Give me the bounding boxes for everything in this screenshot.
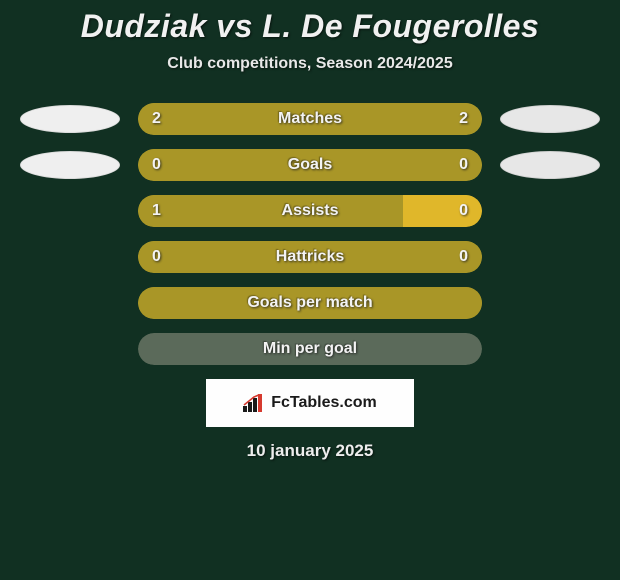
stat-label: Min per goal [263,340,357,358]
stat-bar: Goals 0 0 [138,149,482,181]
brand-text: FcTables.com [271,394,377,412]
stat-value-right: 0 [459,202,468,220]
player-right-pill [500,105,600,133]
stat-bar: Goals per match [138,287,482,319]
brand-badge[interactable]: FcTables.com [206,379,414,427]
bar-fill-left [138,195,403,227]
stat-label: Goals [288,156,332,174]
stat-bar: Assists 1 0 [138,195,482,227]
stat-label: Hattricks [276,248,344,266]
stat-value-left: 0 [152,248,161,266]
stat-row: Goals per match [0,287,620,319]
stat-label: Goals per match [247,294,372,312]
bar-fill-left [138,149,310,181]
stat-row: Goals 0 0 [0,149,620,181]
stat-value-right: 0 [459,156,468,174]
stat-value-right: 0 [459,248,468,266]
stat-row: Hattricks 0 0 [0,241,620,273]
stat-row: Matches 2 2 [0,103,620,135]
comparison-card: Dudziak vs L. De Fougerolles Club compet… [0,0,620,461]
player-left-pill [20,105,120,133]
stat-label: Assists [282,202,339,220]
stat-bar: Matches 2 2 [138,103,482,135]
stat-bar: Min per goal [138,333,482,365]
page-title: Dudziak vs L. De Fougerolles [0,8,620,45]
player-left-pill [20,151,120,179]
stat-bar: Hattricks 0 0 [138,241,482,273]
stat-value-left: 0 [152,156,161,174]
bar-fill-right [310,149,482,181]
stat-value-left: 2 [152,110,161,128]
stat-row: Assists 1 0 [0,195,620,227]
brand-chart-icon [243,394,265,412]
stat-label: Matches [278,110,342,128]
bar-fill-right [403,195,482,227]
subtitle: Club competitions, Season 2024/2025 [0,55,620,73]
stats-rows: Matches22Goals00Assists10Hattricks00Goal… [0,103,620,365]
stat-row: Min per goal [0,333,620,365]
stat-value-left: 1 [152,202,161,220]
stat-value-right: 2 [459,110,468,128]
date-label: 10 january 2025 [0,441,620,461]
player-right-pill [500,151,600,179]
